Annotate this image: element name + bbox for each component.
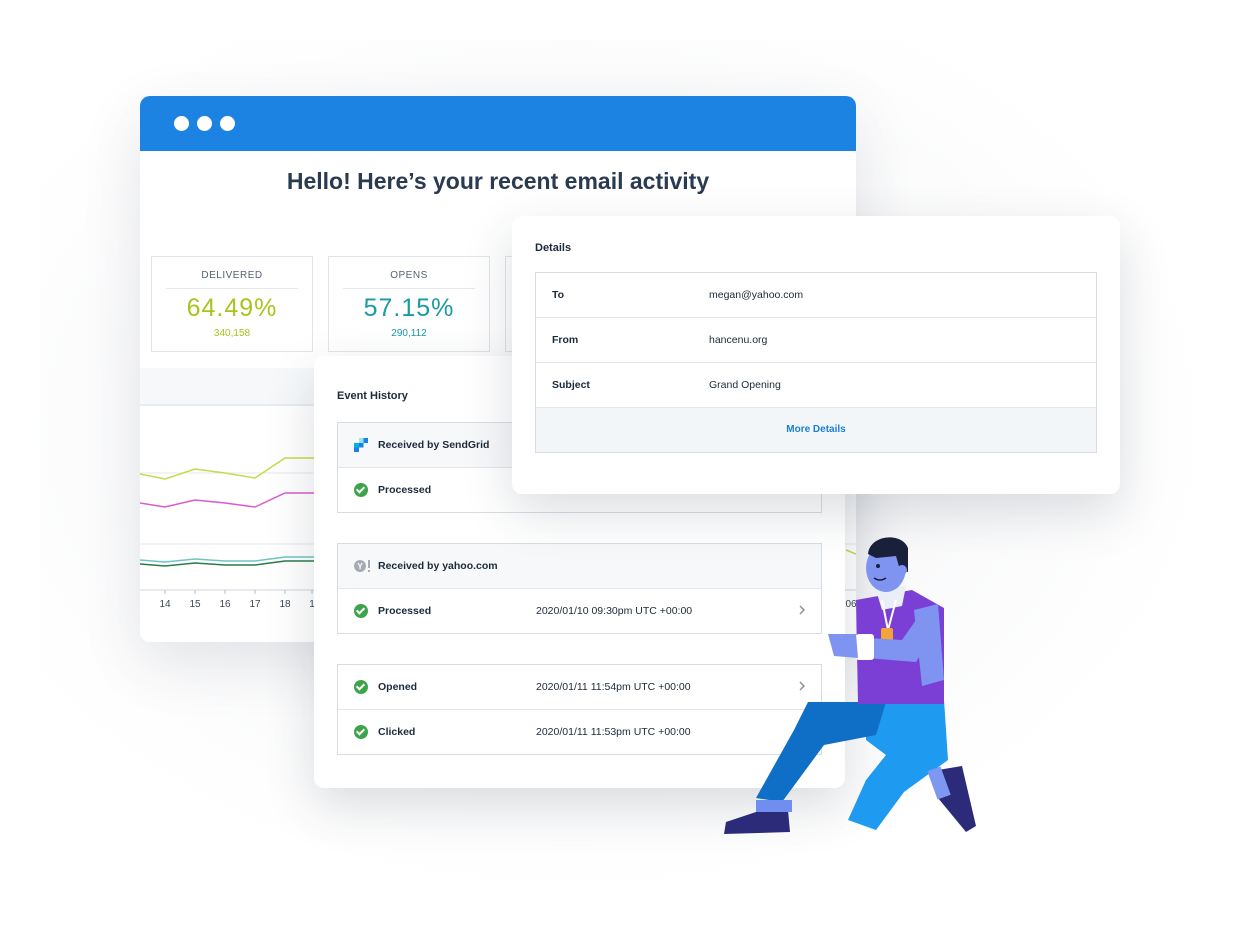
event-status: Processed — [378, 484, 432, 496]
stat-divider — [166, 288, 298, 289]
x-tick-label: 16 — [219, 599, 231, 610]
chevron-right-icon[interactable] — [797, 679, 807, 693]
event-status: Clicked — [378, 726, 416, 738]
details-table: To megan@yahoo.com From hancenu.org Subj… — [535, 272, 1097, 453]
check-circle-icon — [354, 680, 368, 694]
details-heading: Details — [535, 242, 572, 254]
event-group-header: Y Received by yahoo.com — [338, 544, 821, 588]
check-circle-icon — [354, 725, 368, 739]
details-value: hancenu.org — [709, 334, 768, 346]
sendgrid-logo-icon — [354, 438, 368, 452]
series-line — [140, 457, 315, 480]
stat-card-delivered[interactable]: DELIVERED 64.49% 340,158 — [151, 256, 313, 352]
stat-count: 290,112 — [391, 328, 427, 339]
details-card: Details To megan@yahoo.com From hancenu.… — [512, 216, 1120, 494]
more-details-link[interactable]: More Details — [536, 407, 1096, 452]
x-tick-label: 17 — [249, 599, 261, 610]
details-row-to: To megan@yahoo.com — [536, 273, 1096, 317]
details-key: Subject — [552, 379, 590, 391]
check-circle-icon — [354, 483, 368, 497]
event-status: Processed — [378, 605, 432, 617]
details-row-from: From hancenu.org — [536, 317, 1096, 362]
details-key: To — [552, 289, 565, 301]
x-axis-ticks: 14 15 16 17 18 1 06 — [159, 590, 856, 610]
event-timestamp: 2020/01/10 09:30pm UTC +00:00 — [536, 605, 693, 617]
details-value: megan@yahoo.com — [709, 289, 804, 301]
stat-count: 340,158 — [213, 328, 251, 339]
svg-text:Y: Y — [357, 562, 363, 571]
event-row-clicked[interactable]: Clicked 2020/01/11 11:53pm UTC +00:00 — [338, 709, 821, 754]
series-line — [140, 492, 315, 508]
event-history-heading: Event History — [337, 390, 408, 402]
stat-percent: 64.49% — [186, 294, 278, 322]
browser-title-bar — [140, 96, 856, 151]
person-illustration — [724, 537, 976, 834]
event-row-processed[interactable]: Processed 2020/01/10 09:30pm UTC +00:00 — [338, 588, 821, 633]
stat-label: OPENS — [390, 270, 428, 281]
x-tick-label: 15 — [189, 599, 201, 610]
details-value: Grand Opening — [709, 379, 781, 391]
x-tick-label: 06 — [845, 599, 856, 610]
event-status: Opened — [378, 681, 418, 693]
event-timestamp: 2020/01/11 11:53pm UTC +00:00 — [536, 726, 691, 738]
page-title: Hello! Here’s your recent email activity — [286, 168, 710, 194]
event-row-opened[interactable]: Opened 2020/01/11 11:54pm UTC +00:00 — [338, 665, 821, 709]
event-group-label: Received by yahoo.com — [378, 560, 498, 572]
window-dot-icon — [197, 116, 212, 131]
yahoo-logo-icon: Y — [354, 560, 370, 572]
x-tick-label: 14 — [159, 599, 171, 610]
details-key: From — [552, 334, 579, 346]
stat-divider — [343, 288, 475, 289]
stat-label: DELIVERED — [201, 270, 263, 281]
check-circle-icon — [354, 604, 368, 618]
event-timestamp: 2020/01/11 11:54pm UTC +00:00 — [536, 681, 691, 693]
series-line — [140, 560, 315, 567]
event-group-yahoo: Y Received by yahoo.com Processed 2020/0… — [337, 543, 822, 634]
stat-percent: 57.15% — [363, 294, 455, 322]
stat-card-opens[interactable]: OPENS 57.15% 290,112 — [328, 256, 490, 352]
event-group-engagement: Opened 2020/01/11 11:54pm UTC +00:00 Cli… — [337, 664, 822, 755]
window-dot-icon — [220, 116, 235, 131]
chevron-right-icon[interactable] — [797, 603, 807, 617]
series-line — [140, 556, 315, 563]
x-tick-label: 18 — [279, 599, 291, 610]
event-group-label: Received by SendGrid — [378, 439, 490, 451]
window-dot-icon — [174, 116, 189, 131]
details-row-subject: Subject Grand Opening — [536, 362, 1096, 407]
series-line — [845, 549, 856, 555]
x-tick-label: 1 — [309, 599, 315, 610]
